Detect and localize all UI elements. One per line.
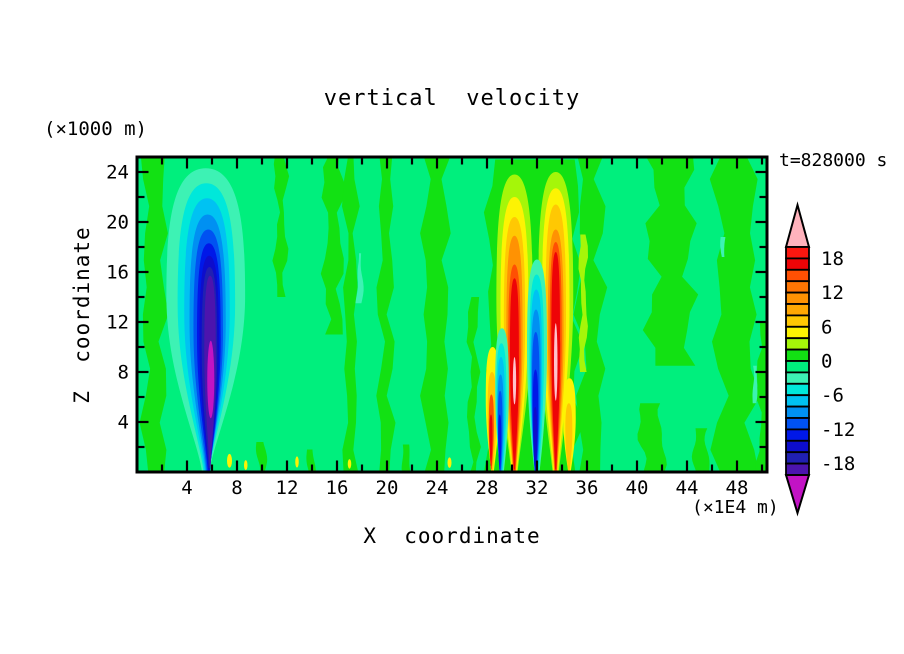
colorbar-label: 18 bbox=[821, 248, 844, 270]
colorbar-cell bbox=[785, 360, 810, 374]
y-axis-ticks bbox=[138, 170, 766, 449]
field-band bbox=[578, 234, 588, 372]
field-band bbox=[642, 157, 699, 366]
colorbar-cell bbox=[785, 405, 810, 419]
field-band bbox=[720, 237, 726, 257]
colorbar-label: 12 bbox=[821, 282, 844, 304]
colorbar-cell bbox=[785, 451, 810, 465]
colorbar-label: 0 bbox=[821, 351, 832, 373]
field-band bbox=[376, 157, 396, 472]
field-band bbox=[691, 428, 710, 472]
x-tick-label: 44 bbox=[676, 477, 699, 499]
field-band bbox=[255, 442, 268, 472]
colorbar-cell bbox=[785, 291, 810, 305]
colorbar-label: -12 bbox=[821, 419, 855, 441]
x-tick-label: 48 bbox=[726, 477, 749, 499]
x-tick-label: 28 bbox=[476, 477, 499, 499]
contour-shell bbox=[498, 414, 502, 470]
colorbar-cell bbox=[785, 325, 810, 340]
contour-shell bbox=[533, 407, 538, 471]
contour-core bbox=[554, 323, 558, 401]
colorbar-cell bbox=[785, 257, 810, 271]
colorbar-cell bbox=[785, 394, 810, 408]
x-axis-unit: (×1E4 m) bbox=[692, 497, 779, 518]
colorbar bbox=[784, 201, 811, 517]
colorbar-cell bbox=[785, 314, 810, 328]
x-tick-label: 8 bbox=[231, 477, 242, 499]
colorbar-arrow-over bbox=[784, 201, 811, 248]
field-band bbox=[752, 365, 758, 404]
contour-core bbox=[244, 460, 248, 471]
colorbar-cell bbox=[785, 337, 810, 351]
plot-title: vertical velocity bbox=[323, 86, 581, 111]
colorbar-label: -6 bbox=[821, 385, 844, 407]
x-tick-labels: 4 8 12 16 20 24 28 32 36 40 44 48 bbox=[181, 477, 748, 499]
field-band bbox=[272, 157, 290, 297]
field-band bbox=[709, 157, 761, 472]
y-tick-label: 12 bbox=[106, 312, 129, 334]
colorbar-cell bbox=[785, 268, 810, 283]
colorbar-cell bbox=[785, 417, 810, 431]
colorbar-cell bbox=[785, 428, 810, 442]
colorbar-cell bbox=[785, 246, 810, 260]
field-band bbox=[306, 449, 316, 472]
field-band bbox=[355, 253, 364, 304]
colorbar-cell bbox=[785, 382, 810, 397]
x-axis-label: X coordinate bbox=[363, 524, 541, 548]
y-tick-label: 8 bbox=[118, 362, 129, 384]
colorbar-cell bbox=[785, 280, 810, 294]
contour-field bbox=[137, 157, 767, 472]
colorbar-cell bbox=[785, 348, 810, 362]
colorbar-cell bbox=[785, 303, 810, 317]
x-tick-label: 20 bbox=[376, 477, 399, 499]
field-band bbox=[139, 157, 169, 472]
colorbar-labels: 18 12 6 0 -6 -12 -18 bbox=[821, 248, 855, 475]
field-band bbox=[320, 157, 345, 335]
colorbar-cell bbox=[785, 371, 810, 385]
field-band bbox=[342, 157, 360, 472]
y-tick-labels: 4 8 12 16 20 24 bbox=[106, 162, 129, 434]
y-axis-label: Z coordinate bbox=[70, 226, 94, 404]
x-tick-label: 12 bbox=[276, 477, 299, 499]
colorbar-cell bbox=[785, 462, 810, 476]
colorbar-cell bbox=[785, 439, 810, 454]
x-axis-ticks bbox=[160, 158, 764, 471]
x-tick-label: 16 bbox=[326, 477, 349, 499]
colorbar-label: -18 bbox=[821, 453, 855, 475]
contour-core bbox=[347, 459, 352, 469]
colorbar-arrow-under bbox=[784, 474, 811, 517]
x-tick-label: 4 bbox=[181, 477, 192, 499]
y-tick-label: 20 bbox=[106, 212, 129, 234]
y-axis-unit: (×1000 m) bbox=[44, 118, 147, 140]
x-tick-label: 24 bbox=[426, 477, 449, 499]
contour-shell bbox=[489, 414, 493, 466]
x-tick-label: 40 bbox=[626, 477, 649, 499]
contour-shell bbox=[565, 403, 573, 472]
time-annotation: t=828000 s bbox=[779, 150, 888, 171]
field-band bbox=[466, 297, 481, 472]
y-tick-label: 16 bbox=[106, 262, 129, 284]
y-tick-label: 24 bbox=[106, 162, 129, 184]
contour-core bbox=[207, 340, 215, 419]
field-band bbox=[637, 403, 667, 472]
x-tick-label: 36 bbox=[576, 477, 599, 499]
contour-core bbox=[447, 457, 452, 468]
contour-core bbox=[227, 453, 232, 468]
plot-frame bbox=[135, 155, 769, 474]
contour-core bbox=[295, 456, 299, 468]
y-tick-label: 4 bbox=[118, 412, 129, 434]
contour-core bbox=[512, 357, 517, 405]
colorbar-label: 6 bbox=[821, 316, 832, 338]
field-band bbox=[420, 157, 451, 472]
x-tick-label: 32 bbox=[526, 477, 549, 499]
field-band bbox=[401, 444, 411, 472]
